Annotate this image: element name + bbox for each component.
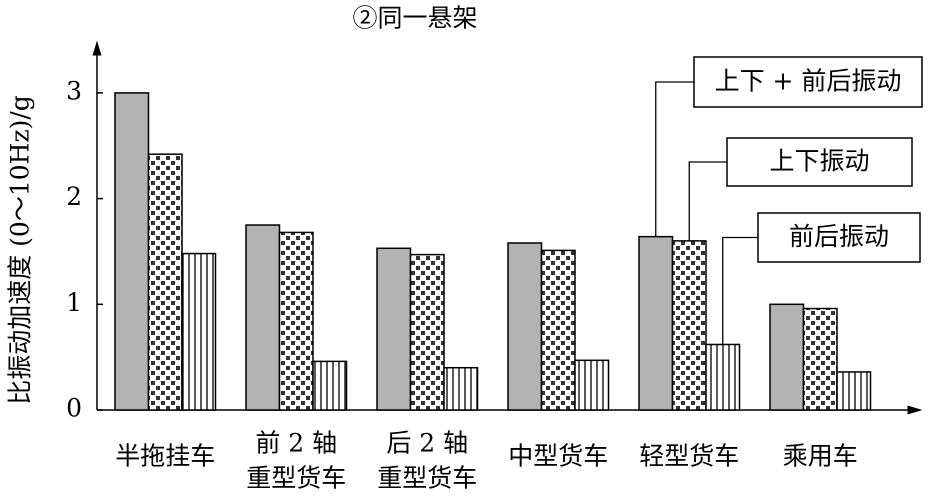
legend-leader xyxy=(722,236,758,345)
x-tick-label: 乘用车 xyxy=(783,442,858,471)
x-tick-label: 后 2 轴 xyxy=(386,429,468,458)
bar xyxy=(705,343,741,411)
bar xyxy=(181,252,217,411)
y-tick-label: 3 xyxy=(66,76,82,105)
x-tick-label: 重型货车 xyxy=(246,464,346,493)
bar xyxy=(278,231,314,411)
y-tick-label: 0 xyxy=(66,394,82,423)
bar xyxy=(507,242,543,411)
legend-label: 上下振动 xyxy=(769,147,869,176)
x-tick-label: 前 2 轴 xyxy=(255,429,337,458)
x-tick-label: 中型货车 xyxy=(508,442,608,471)
y-tick-label: 1 xyxy=(66,288,82,317)
bar xyxy=(638,235,674,411)
x-tick-label: 轻型货车 xyxy=(639,442,739,471)
chart-title: ②同一悬架 xyxy=(352,4,477,33)
bar xyxy=(671,240,707,411)
bar xyxy=(245,224,281,411)
y-tick-label: 2 xyxy=(66,182,82,211)
x-tick-label: 重型货车 xyxy=(377,464,477,493)
legend-box xyxy=(757,212,921,263)
y-axis-label: 比振动加速度 (0～10Hz)/g xyxy=(6,95,35,405)
bar xyxy=(540,249,576,411)
legend-label: 上下 + 前后振动 xyxy=(715,67,902,96)
bar xyxy=(802,307,838,411)
bar xyxy=(769,303,805,411)
legend-leader xyxy=(688,161,727,241)
bar xyxy=(574,359,610,411)
bar xyxy=(114,92,150,411)
legend-box xyxy=(693,56,923,108)
bar xyxy=(312,360,348,411)
x-tick-label: 半拖挂车 xyxy=(115,442,215,471)
legend-box xyxy=(726,137,913,187)
bar xyxy=(836,371,872,411)
bar xyxy=(147,153,183,411)
bar xyxy=(409,253,445,411)
bar xyxy=(443,366,479,411)
legend-leader xyxy=(655,81,694,237)
legend-label: 前后振动 xyxy=(789,222,889,251)
bar xyxy=(376,247,412,411)
